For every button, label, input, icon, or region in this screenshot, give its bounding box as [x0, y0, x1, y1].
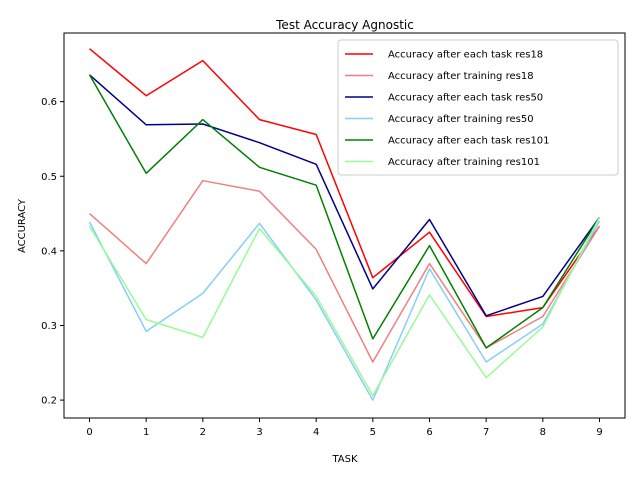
plot-lines: [88, 48, 601, 401]
x-tick-label: 5: [370, 427, 376, 438]
chart-title: Test Accuracy Agnostic: [275, 18, 414, 32]
legend: Accuracy after each task res18 Accuracy a…: [337, 39, 619, 176]
series-line-5: [88, 216, 601, 397]
x-axis-label: TASK: [331, 454, 358, 465]
series-line-3: [88, 220, 601, 401]
x-tick-label: 4: [313, 427, 319, 438]
legend-label-1: Accuracy after training res18: [388, 71, 534, 82]
x-axis-ticks: 0 1 2 3 4 5 6 7 8 9: [86, 418, 603, 438]
x-tick-label: 0: [86, 427, 92, 438]
y-tick-label: 0.6: [41, 97, 57, 108]
legend-label-3: Accuracy after training res50: [388, 114, 534, 125]
y-axis-ticks: 0.2 0.3 0.4 0.5 0.6: [41, 97, 64, 407]
legend-label-0: Accuracy after each task res18: [388, 50, 543, 61]
x-tick-label: 8: [540, 427, 546, 438]
series-line-4: [88, 74, 601, 349]
x-tick-label: 2: [200, 427, 206, 438]
y-tick-label: 0.3: [41, 321, 57, 332]
plot-frame: [63, 32, 626, 419]
y-tick-label: 0.4: [41, 246, 57, 257]
y-axis-label: ACCURACY: [17, 198, 28, 253]
legend-label-5: Accuracy after training res101: [388, 157, 540, 168]
x-tick-label: 1: [143, 427, 149, 438]
y-tick-label: 0.5: [41, 172, 57, 183]
x-tick-label: 6: [426, 427, 432, 438]
legend-label-4: Accuracy after each task res101: [388, 136, 550, 147]
y-tick-label: 0.2: [41, 396, 57, 407]
x-tick-label: 3: [256, 427, 262, 438]
series-line-0: [89, 48, 601, 318]
x-tick-label: 7: [483, 427, 489, 438]
legend-label-2: Accuracy after each task res50: [388, 93, 543, 104]
series-line-2: [89, 74, 601, 317]
legend-box: [337, 39, 619, 176]
series-line-1: [89, 179, 601, 363]
x-tick-label: 9: [596, 427, 602, 438]
